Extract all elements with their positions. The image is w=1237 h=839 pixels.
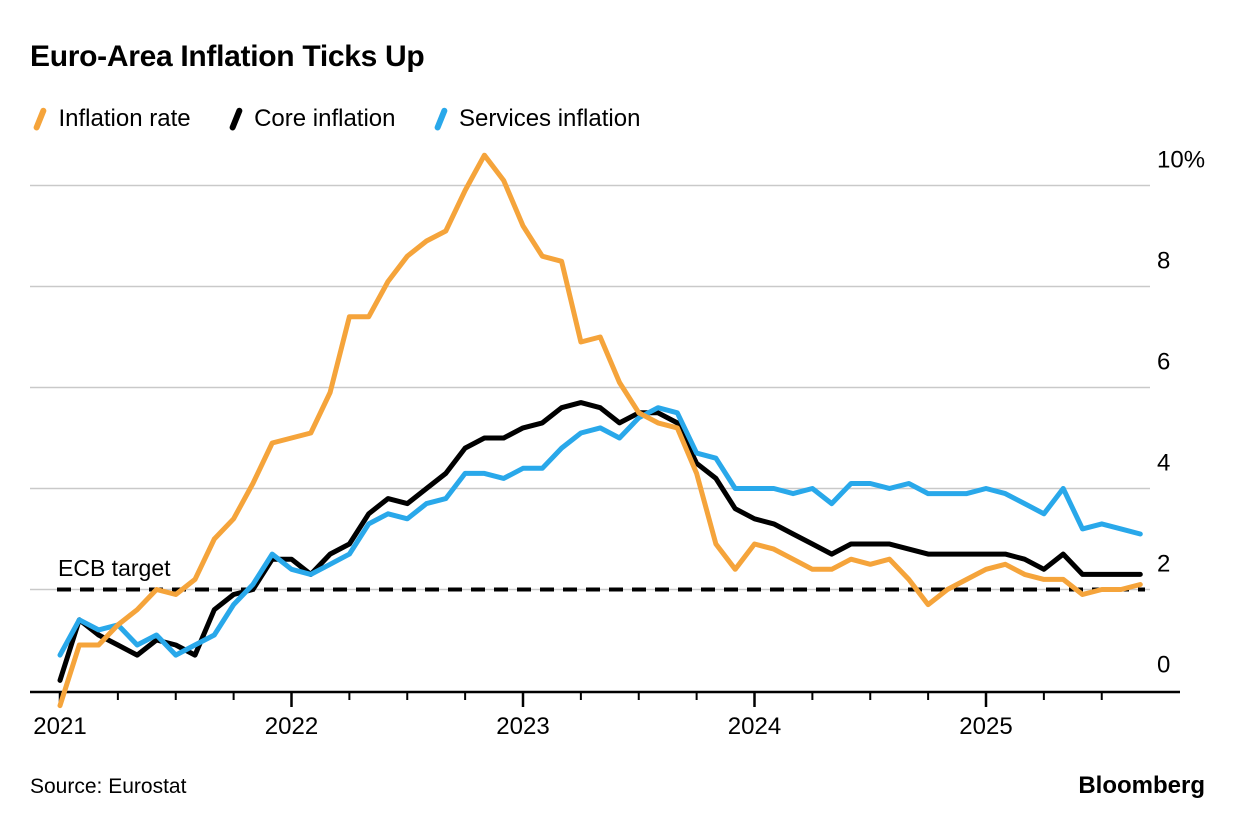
series-line-inflation-rate bbox=[57, 152, 1143, 709]
x-axis-year-label: 2021 bbox=[33, 713, 86, 740]
services-inflation-line-icon bbox=[433, 106, 448, 132]
legend-label: Inflation rate bbox=[58, 105, 191, 132]
x-axis-year-label: 2025 bbox=[959, 713, 1012, 740]
inflation-rate-line-icon bbox=[32, 106, 47, 132]
legend-label: Core inflation bbox=[254, 105, 396, 132]
legend: Inflation rate Core inflation Services i… bbox=[32, 105, 641, 133]
legend-item-core-inflation: Core inflation bbox=[228, 105, 396, 133]
chart-title: Euro-Area Inflation Ticks Up bbox=[30, 40, 425, 73]
series-line-core-inflation bbox=[57, 400, 1143, 683]
x-axis-year-label: 2023 bbox=[496, 713, 549, 740]
core-inflation-line-icon bbox=[228, 106, 243, 132]
legend-item-inflation-rate: Inflation rate bbox=[32, 105, 191, 133]
x-axis-year-label: 2022 bbox=[265, 713, 318, 740]
y-axis-label: 0 bbox=[1157, 652, 1170, 679]
y-axis-label: 6 bbox=[1157, 349, 1170, 376]
ecb-target-annotation: ECB target bbox=[58, 555, 171, 581]
legend-item-services-inflation: Services inflation bbox=[433, 105, 641, 133]
bloomberg-logo: Bloomberg bbox=[1078, 772, 1205, 799]
y-axis-label: 10% bbox=[1157, 147, 1205, 174]
y-axis-label: 8 bbox=[1157, 248, 1170, 275]
x-axis-year-label: 2024 bbox=[728, 713, 781, 740]
series-line-services-inflation bbox=[57, 405, 1143, 658]
source-note: Source: Eurostat bbox=[30, 775, 187, 798]
y-axis-label: 4 bbox=[1157, 450, 1170, 477]
y-axis-label: 2 bbox=[1157, 551, 1170, 578]
legend-label: Services inflation bbox=[459, 105, 641, 132]
